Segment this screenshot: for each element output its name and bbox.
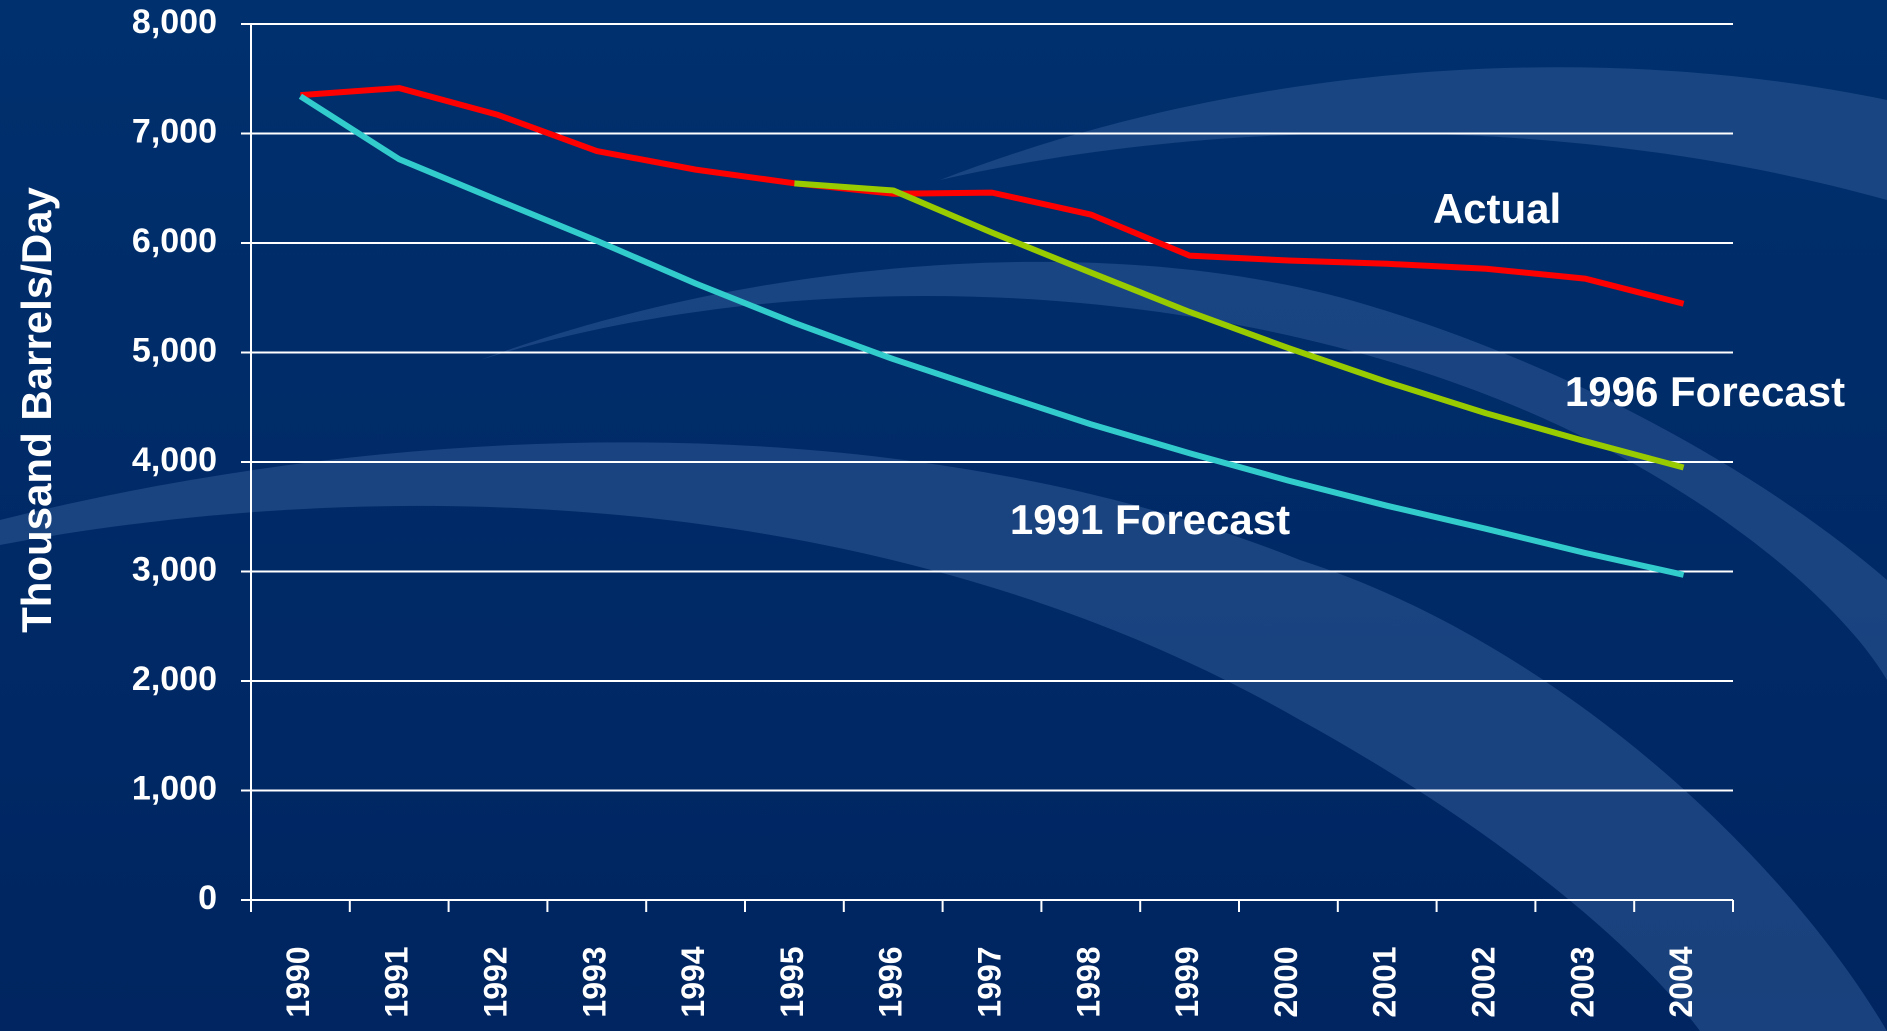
x-tick-label: 2001 (1367, 946, 1403, 1017)
series-label: Actual (1433, 185, 1561, 232)
x-tick-label: 2004 (1663, 946, 1699, 1017)
y-tick-label: 7,000 (132, 112, 217, 150)
x-tick-label: 1991 (379, 946, 415, 1017)
y-axis-title: Thousand Barrels/Day (13, 186, 60, 632)
series-line (794, 180, 1685, 471)
x-tick-label: 1995 (774, 946, 810, 1017)
y-tick-label: 4,000 (132, 441, 217, 479)
series-label: 1996 Forecast (1565, 368, 1845, 415)
y-tick-label: 8,000 (132, 3, 217, 41)
series-label: 1991 Forecast (1010, 496, 1290, 543)
y-tick-label: 0 (198, 879, 217, 917)
y-tick-label: 3,000 (132, 550, 217, 588)
x-tick-label: 1997 (971, 946, 1007, 1017)
y-tick-label: 6,000 (132, 222, 217, 260)
x-tick-label: 1998 (1070, 946, 1106, 1017)
y-tick-label: 1,000 (132, 769, 217, 807)
swoosh (0, 442, 1887, 1031)
x-tick-label: 1994 (675, 946, 711, 1017)
x-tick-label: 1990 (280, 946, 316, 1017)
series-line (300, 85, 1685, 307)
x-tick-label: 1996 (873, 946, 909, 1017)
y-tick-label: 5,000 (132, 331, 217, 369)
swoosh (940, 67, 1887, 200)
y-tick-label: 2,000 (132, 660, 217, 698)
x-tick-label: 1999 (1169, 946, 1205, 1017)
x-tick-label: 1993 (576, 946, 612, 1017)
x-tick-label: 1992 (477, 946, 513, 1017)
series-line (298, 93, 1685, 578)
x-tick-label: 2003 (1564, 946, 1600, 1017)
x-tick-label: 2002 (1465, 946, 1501, 1017)
x-tick-label: 2000 (1268, 946, 1304, 1017)
